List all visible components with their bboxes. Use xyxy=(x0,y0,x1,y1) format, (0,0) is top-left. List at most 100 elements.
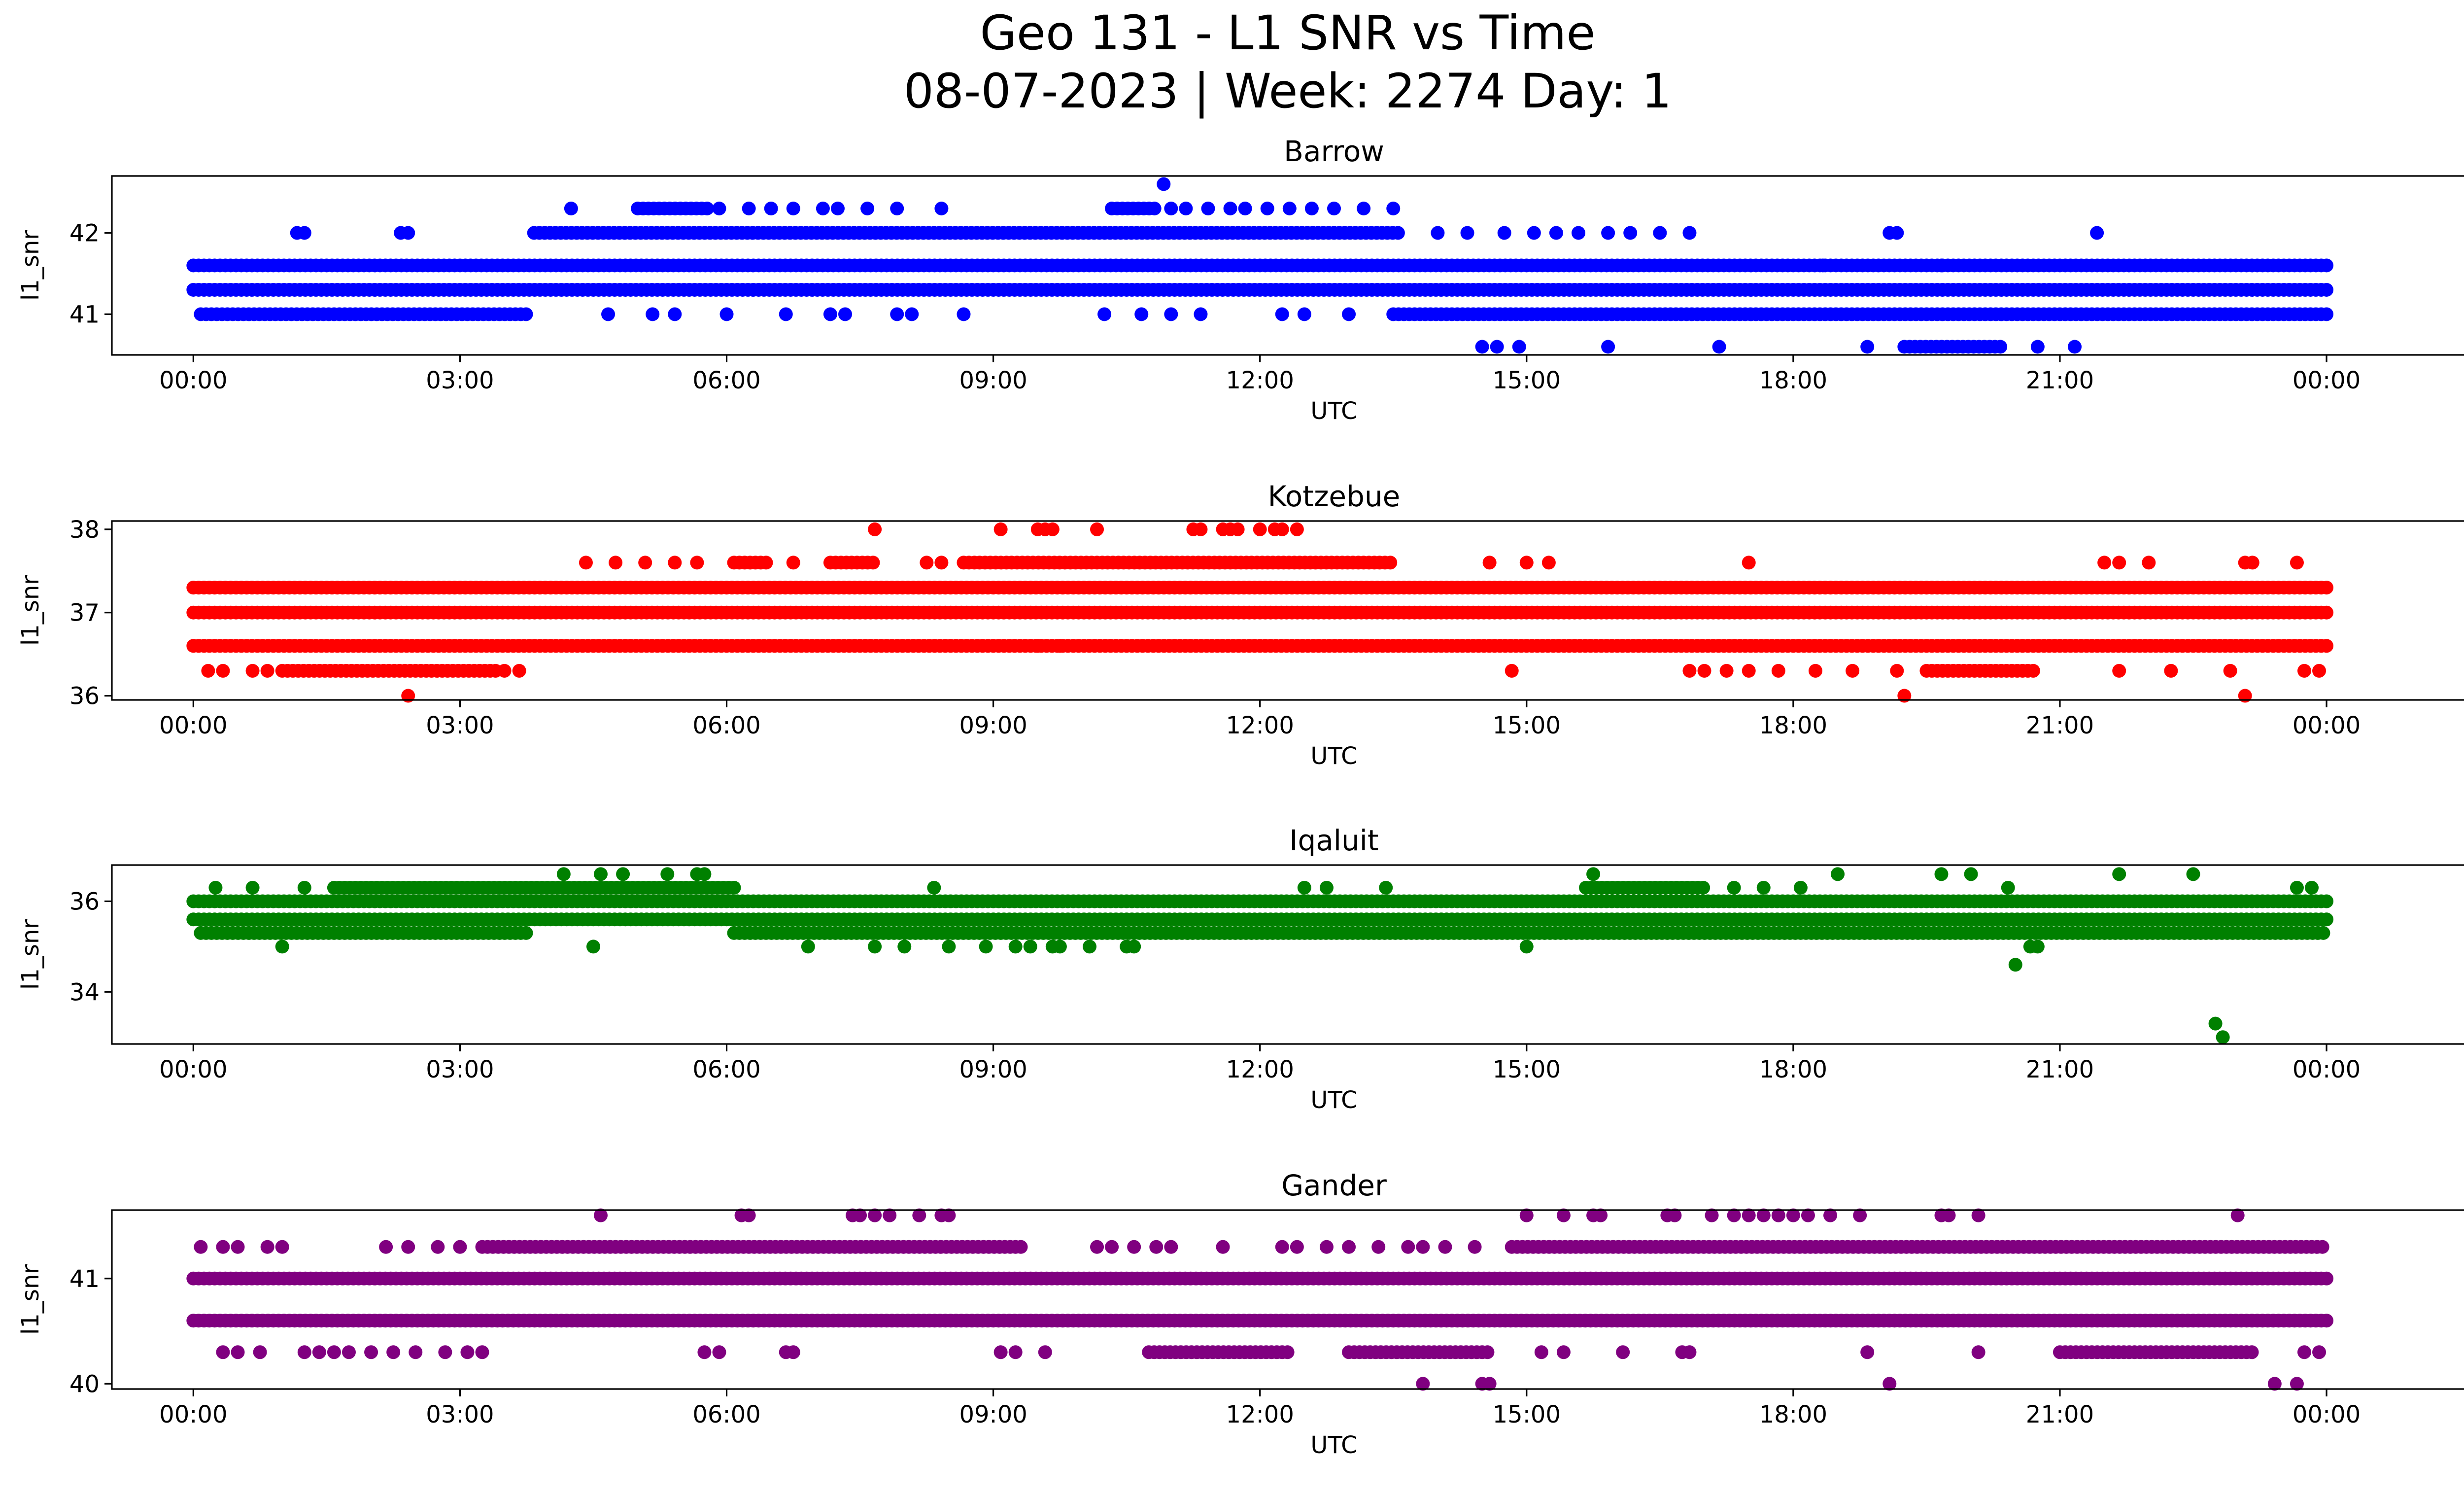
data-point xyxy=(2320,258,2334,273)
data-point xyxy=(1127,939,1141,954)
data-point xyxy=(579,556,593,570)
data-point xyxy=(719,307,734,321)
data-point xyxy=(1260,202,1274,215)
data-point xyxy=(1164,202,1178,215)
data-points xyxy=(186,522,2334,703)
data-point xyxy=(638,556,652,570)
x-tick-label: 15:00 xyxy=(1493,367,1561,394)
data-point xyxy=(2320,283,2334,297)
data-point xyxy=(1008,939,1023,954)
data-point xyxy=(2216,1030,2230,1044)
data-point xyxy=(519,926,533,940)
x-tick-label: 21:00 xyxy=(2026,1056,2094,1083)
data-point xyxy=(1304,202,1319,215)
data-point xyxy=(1290,522,1304,536)
x-tick-label: 12:00 xyxy=(1226,712,1294,739)
data-point xyxy=(1297,307,1311,321)
x-tick-label: 03:00 xyxy=(426,1056,494,1083)
y-tick-label: 37 xyxy=(69,599,100,627)
data-point xyxy=(1793,880,1808,895)
data-point xyxy=(934,202,949,215)
data-point xyxy=(860,202,875,215)
data-point xyxy=(1460,226,1474,240)
data-point xyxy=(208,880,223,895)
data-point xyxy=(759,556,773,570)
data-point xyxy=(1846,663,1860,678)
data-point xyxy=(2320,307,2334,321)
data-point xyxy=(957,307,971,321)
data-point xyxy=(609,556,623,570)
data-point xyxy=(1223,202,1237,215)
data-point xyxy=(690,556,704,570)
data-point xyxy=(934,556,949,570)
data-point xyxy=(1519,939,1534,954)
data-point xyxy=(1231,522,1245,536)
x-tick-label: 09:00 xyxy=(959,367,1027,394)
data-point xyxy=(1719,663,1734,678)
data-point xyxy=(668,307,682,321)
data-point xyxy=(700,202,714,215)
data-point xyxy=(2186,867,2200,881)
data-point xyxy=(1023,939,1037,954)
data-point xyxy=(275,939,289,954)
data-point xyxy=(245,880,260,895)
data-points xyxy=(186,867,2334,1044)
plot-frame xyxy=(111,864,2464,1045)
data-point xyxy=(2208,1016,2223,1031)
data-point xyxy=(1601,226,1615,240)
data-point xyxy=(2320,912,2334,927)
data-point xyxy=(1586,867,1601,881)
data-point xyxy=(838,307,852,321)
data-point xyxy=(564,202,578,215)
data-point xyxy=(1697,663,1711,678)
figure-title-line-1: Geo 131 - L1 SNR vs Time xyxy=(980,5,1596,61)
panel-title: Kotzebue xyxy=(1268,480,1401,513)
data-point xyxy=(1490,340,1504,354)
data-point xyxy=(2112,556,2126,570)
data-point xyxy=(1030,639,1045,653)
data-point xyxy=(2090,226,2104,240)
x-tick-label: 06:00 xyxy=(692,1056,760,1083)
data-point xyxy=(1164,307,1178,321)
data-point xyxy=(660,867,675,881)
data-point xyxy=(1134,307,1149,321)
data-point xyxy=(1179,202,1193,215)
data-point xyxy=(616,867,630,881)
data-point xyxy=(2142,556,2156,570)
data-point xyxy=(2026,663,2040,678)
y-axis-label: l1_snr xyxy=(17,919,44,990)
data-point xyxy=(1696,880,1711,895)
data-point xyxy=(830,202,845,215)
data-point xyxy=(556,867,571,881)
plot-frame xyxy=(111,175,2464,356)
data-point xyxy=(1275,522,1289,536)
data-point xyxy=(1253,522,1267,536)
data-point xyxy=(2068,340,2082,354)
data-point xyxy=(1653,226,1667,240)
data-point xyxy=(1147,202,1162,215)
plot-frame xyxy=(111,520,2464,701)
x-tick-label: 00:00 xyxy=(159,367,227,394)
x-tick-label: 00:00 xyxy=(2293,712,2361,739)
data-point xyxy=(1238,202,1252,215)
data-point xyxy=(1934,258,1949,273)
data-point xyxy=(2320,639,2334,653)
data-point xyxy=(2097,556,2112,570)
data-point xyxy=(2112,663,2126,678)
x-axis-label: UTC xyxy=(1310,742,1357,770)
data-point xyxy=(801,939,815,954)
data-point xyxy=(868,522,882,536)
data-point xyxy=(2312,663,2327,678)
data-point xyxy=(1391,226,1405,240)
data-point xyxy=(866,556,880,570)
data-point xyxy=(1816,258,1830,273)
data-point xyxy=(2290,880,2304,895)
data-point xyxy=(1993,340,2008,354)
x-tick-label: 06:00 xyxy=(692,712,760,739)
data-point xyxy=(816,202,830,215)
data-point xyxy=(1090,522,1104,536)
